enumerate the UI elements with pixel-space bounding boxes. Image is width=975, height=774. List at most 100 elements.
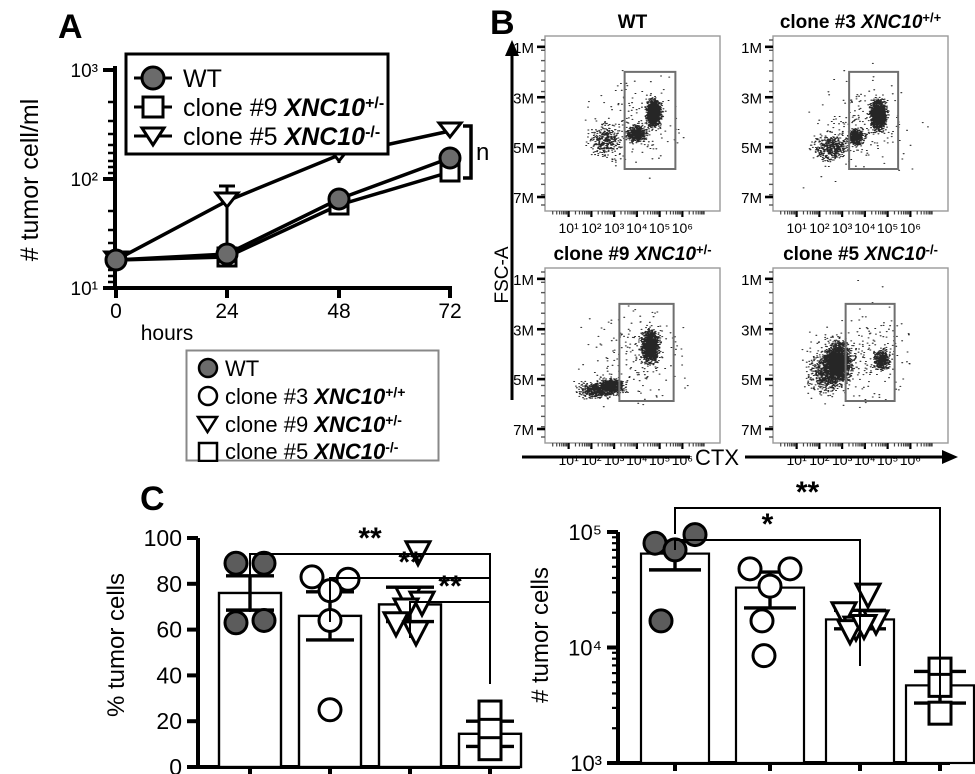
panel-b-xtick-label: 10² xyxy=(809,452,830,468)
shared-legend-item-clone3: clone #3 XNC10+/+ xyxy=(197,384,405,409)
series-line-clone9 xyxy=(115,170,451,262)
markers-wt xyxy=(104,146,462,272)
panel-c-right-datapoint xyxy=(849,614,879,642)
panel-a-chart: # tumor cell/ml 10³ 10² 10¹ xyxy=(16,52,490,340)
panel-b-xtick-label: 10⁶ xyxy=(672,452,693,468)
shared-legend-box xyxy=(185,349,440,462)
panel-a-xtick-label: 0 xyxy=(110,300,122,323)
panel-c-left-datapoint xyxy=(477,736,503,762)
panel-c-left-datapoint xyxy=(299,564,325,590)
panel-c-left-sig-label: ** xyxy=(398,546,422,579)
panel-b-gate-rect[interactable] xyxy=(844,302,896,402)
panel-c-right-datapoint xyxy=(853,582,883,611)
panel-b-ytick-label: 7M xyxy=(741,422,762,439)
panel-c: C % tumor cells 100 80 60 40 20 0 ** ** ** # tu… xyxy=(0,470,975,774)
panel-b-ytick-label: 7M xyxy=(513,422,534,439)
panel-c-left-datapoint xyxy=(223,610,249,636)
panel-b-ytick-label: 3M xyxy=(741,90,762,107)
panel-c-right-datapoint xyxy=(751,643,777,669)
panel-b-xtick-label: 10³ xyxy=(604,220,625,236)
panel-b-xtick-label: 10² xyxy=(809,220,830,236)
panel-b-plot-frame xyxy=(544,267,721,444)
panel-c-left-datapoint xyxy=(335,566,361,592)
panel-b-plot-title: WT xyxy=(618,12,648,33)
panel-a-legend-label: clone #9 XNC10+/- xyxy=(183,94,384,122)
panel-c-left-ytick-label: 20 xyxy=(156,708,182,734)
panel-a-xtick-label: 48 xyxy=(327,300,350,323)
panel-c-right-datapoint xyxy=(749,608,775,634)
panel-b: B FSC-A CTX WT 7M 5M 3M 1M 10¹ 10² 10³ 10⁴ 10⁵ 10⁶… xyxy=(490,0,975,480)
panel-c-right-datapoint xyxy=(737,556,763,582)
panel-c-left-ytick-label: 100 xyxy=(144,525,182,551)
panel-a-xtick-label: 72 xyxy=(438,300,461,323)
panel-b-xtick-label: 10³ xyxy=(832,220,853,236)
panel-b-xtick-label: 10² xyxy=(581,452,602,468)
panel-b-xtick-label: 10⁵ xyxy=(877,220,898,236)
panel-c-right-datapoint xyxy=(927,700,953,726)
panel-c-right-sig-label: ** xyxy=(796,476,820,509)
panel-b-gate-rect[interactable] xyxy=(618,302,675,402)
panel-b-ytick-label: 7M xyxy=(513,190,534,207)
panel-b-plot-frame xyxy=(772,35,949,212)
panel-c-left-sig-bracket xyxy=(409,601,491,684)
panel-b-scatter-dots xyxy=(584,70,685,179)
panel-b-gate-rect[interactable] xyxy=(848,70,900,170)
panel-a-ytick-label: 10² xyxy=(71,170,98,191)
panel-c-left-datapoint xyxy=(391,597,421,626)
panel-c-left-ylabel: % tumor cells xyxy=(103,573,130,717)
panel-b-letter: B xyxy=(490,4,515,42)
panel-b-ytick-label: 3M xyxy=(513,322,534,339)
panel-b-ytick-label: 5M xyxy=(741,140,762,157)
panel-b-ytick-label: 7M xyxy=(741,190,762,207)
panel-b-xtick-label: 10⁶ xyxy=(900,452,921,468)
panel-c-left-datapoint xyxy=(317,697,343,723)
panel-a-letter: A xyxy=(58,8,83,46)
series-line-wt xyxy=(115,156,451,262)
panel-b-xaxis-arrow xyxy=(522,450,958,464)
panel-a-legend-item-clone5: clone #5 XNC10-/- xyxy=(134,123,380,151)
panel-c-left-ytick-label: 0 xyxy=(169,754,182,774)
panel-b-plot-frame xyxy=(772,267,949,444)
panel-c-right-ytick-label: 10⁵ xyxy=(568,520,602,545)
panel-b-ytick-label: 1M xyxy=(513,40,534,57)
shared-legend-item-wt: WT xyxy=(197,356,259,381)
panel-b-xtick-label: 10⁴ xyxy=(854,220,876,236)
panel-c-right-ytick-label: 10⁴ xyxy=(568,636,602,661)
panel-a-xlabel: hours xyxy=(141,322,194,340)
shared-legend: WT clone #3 XNC10+/+ clone #9 XNC10+/- c… xyxy=(185,349,440,462)
panel-b-xtick-label: 10⁵ xyxy=(649,452,670,468)
panel-b-ytick-label: 1M xyxy=(741,40,762,57)
panel-b-xtick-label: 10⁶ xyxy=(672,220,693,236)
panel-b-xtick-label: 10⁴ xyxy=(626,220,648,236)
panel-c-right-datapoint xyxy=(757,573,783,599)
panel-c-left-sig-label: ** xyxy=(358,522,382,555)
panel-c-left-ytick-label: 40 xyxy=(156,662,182,688)
panel-c-charts: % tumor cells 100 80 60 40 20 0 ** ** ** # tumo… xyxy=(103,476,975,774)
panel-b-plot-title: clone #9 XNC10+/- xyxy=(553,242,711,265)
panel-b-xtick-label: 10⁴ xyxy=(854,452,876,468)
panel-b-plot-title: clone #3 XNC10+/+ xyxy=(780,10,942,33)
panel-c-right-datapoint xyxy=(777,556,803,582)
panel-b-scatter-dots xyxy=(801,279,911,408)
panel-b-scatter-dots xyxy=(573,305,689,408)
panel-b-xtick-label: 10⁶ xyxy=(900,220,921,236)
panel-c-right-datapoint xyxy=(648,608,674,634)
panel-b-yaxis-label: FSC-A xyxy=(492,246,513,303)
panel-b-ytick-label: 5M xyxy=(513,372,534,389)
panel-c-left-ytick-label: 80 xyxy=(156,571,182,597)
panel-b-ytick-label: 3M xyxy=(513,90,534,107)
panel-a-legend-label: clone #5 XNC10-/- xyxy=(183,123,380,151)
panel-c-left-ytick-label: 60 xyxy=(156,617,182,643)
panel-c-right-sig-bracket xyxy=(674,507,941,698)
shared-legend-label: clone #9 XNC10+/- xyxy=(225,412,402,437)
panel-a-xticks xyxy=(114,288,452,298)
panel-b-xtick-label: 10⁵ xyxy=(877,452,898,468)
panel-c-right-bar[interactable] xyxy=(639,552,711,765)
panel-b-yaxis-arrow xyxy=(505,40,519,400)
shared-legend-label: WT xyxy=(225,356,259,381)
panel-b-gate-rect[interactable] xyxy=(623,70,677,170)
panel-b-xtick-label: 10¹ xyxy=(559,220,580,236)
panel-c-left-chart: % tumor cells 100 80 60 40 20 0 ** ** ** xyxy=(103,522,523,774)
